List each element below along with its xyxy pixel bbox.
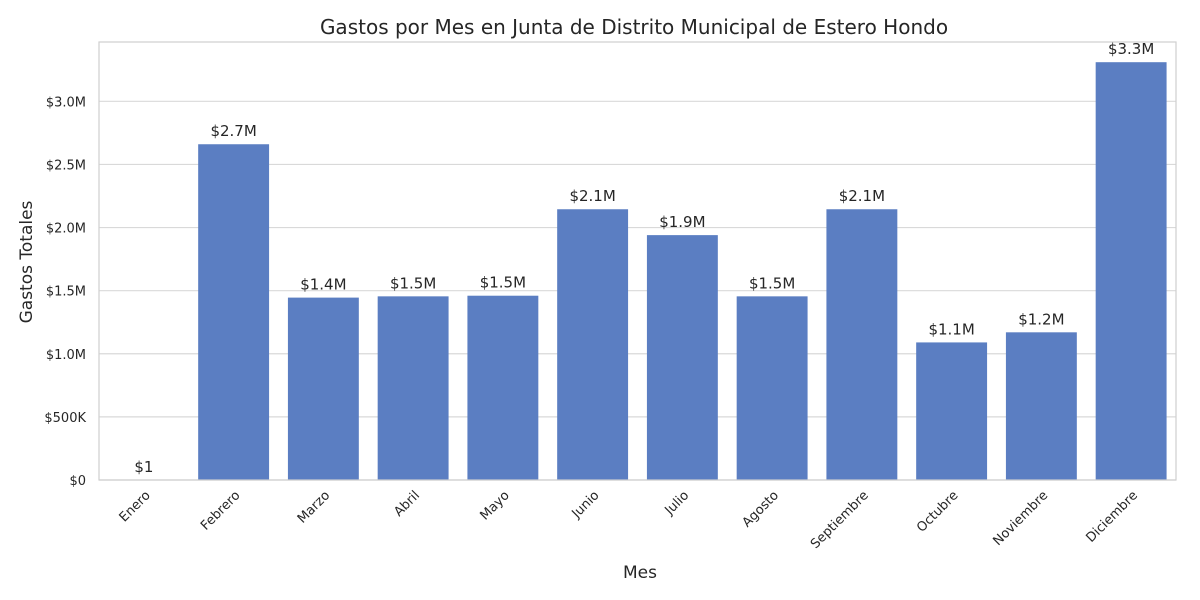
x-axis-title: Mes [623,563,657,583]
data-label: $1.1M [928,320,974,338]
bar-junio [557,209,629,480]
chart-title: Gastos por Mes en Junta de Distrito Muni… [320,15,948,39]
x-tick-label: Octubre [914,488,961,535]
x-tick-label: Enero [117,488,154,525]
data-label: $1.5M [390,274,436,292]
bar-agosto [736,296,808,480]
x-tick-label: Junio [569,488,603,522]
data-label: $1.5M [480,274,526,292]
y-tick-label: $2.0M [46,222,86,237]
y-axis-title: Gastos Totales [17,200,37,323]
data-label: $2.1M [569,187,615,205]
bar-julio [646,235,718,480]
bar-abril [377,296,449,480]
data-label: $1.9M [659,213,705,231]
x-tick-label: Agosto [740,488,782,530]
x-tick-label: Diciembre [1083,488,1141,546]
bar-diciembre [1095,62,1167,481]
data-label: $1 [134,458,153,476]
data-label: $3.3M [1108,40,1154,58]
bar-layer [108,62,1167,481]
x-tick-label: Julio [662,488,693,519]
x-tick-label: Abril [391,488,423,520]
data-label: $1.4M [300,276,346,294]
x-tick-label: Mayo [477,488,512,523]
y-tick-label: $1.5M [46,285,86,300]
x-tick-label: Septiembre [808,488,872,552]
x-tick-layer: Enero Febrero Marzo Abril Mayo Junio Julio Agos… [117,488,1141,552]
y-tick-label: $0 [69,474,86,489]
x-tick-label: Febrero [198,488,243,533]
data-label: $1.5M [749,274,795,292]
bar-noviembre [1005,332,1077,480]
bar-marzo [287,297,359,480]
x-tick-label: Marzo [295,488,333,526]
plot-frame [98,41,1177,481]
bar-septiembre [826,209,898,480]
data-label-layer: $1 $2.7M $1.4M $1.5M $1.5M $2.1M $1.9M $1.5M $2.… [134,40,1154,476]
bar-octubre [916,342,988,480]
grid-layer [99,100,1176,481]
y-tick-label: $500K [44,411,86,426]
y-tick-layer: $0 $500K $1.0M $1.5M $2.0M $2.5M $3.0M [44,95,86,489]
data-label: $1.2M [1018,310,1064,328]
x-tick-label: Noviembre [990,488,1051,549]
y-tick-label: $1.0M [46,348,86,363]
data-label: $2.1M [839,187,885,205]
y-tick-label: $2.5M [46,158,86,173]
bar-febrero [198,144,270,481]
data-label: $2.7M [210,122,256,140]
bar-mayo [467,295,539,480]
y-tick-label: $3.0M [46,95,86,110]
